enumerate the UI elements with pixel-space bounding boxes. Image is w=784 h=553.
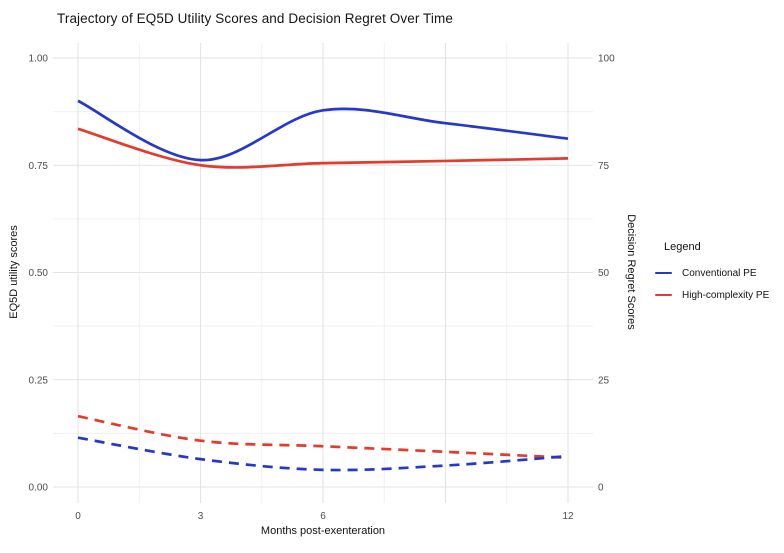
legend-key-line-high-complexity-pe	[655, 293, 672, 297]
y-left-tick-label: 0.00	[29, 483, 49, 494]
y-left-tick-label: 0.50	[29, 268, 49, 279]
y-right-tick-label: 75	[598, 161, 610, 172]
y-left-tick-label: 0.25	[29, 375, 49, 386]
legend-title: Legend	[664, 241, 701, 253]
x-tick-label: 3	[198, 511, 204, 522]
y-axis-title-right: Decision Regret Scores	[625, 214, 637, 330]
y-right-tick-label: 25	[598, 375, 610, 386]
legend-label-high-complexity-pe: High-complexity PE	[682, 289, 770, 301]
x-tick-label: 12	[562, 511, 574, 522]
legend-item-high-complexity-pe: High-complexity PE	[655, 284, 781, 306]
legend-label-conventional-pe: Conventional PE	[682, 267, 757, 279]
y-left-tick-label: 1.00	[29, 54, 49, 65]
legend-item-conventional-pe: Conventional PE	[655, 262, 781, 284]
legend: Legend Conventional PE High-complexity P…	[655, 241, 781, 306]
y-right-tick-label: 50	[598, 268, 610, 279]
y-left-tick-label: 0.75	[29, 161, 49, 172]
x-tick-label: 0	[75, 511, 81, 522]
line-regret-high-complexity-pe	[77, 414, 569, 460]
chart-title: Trajectory of EQ5D Utility Scores and De…	[57, 11, 453, 26]
y-right-tick-label: 0	[598, 483, 604, 494]
y-axis-title-left: EQ5D utility scores	[8, 225, 20, 319]
x-tick-label: 6	[320, 511, 326, 522]
y-right-tick-label: 100	[598, 54, 615, 65]
legend-key-line-conventional-pe	[655, 271, 672, 275]
line-regret-conventional-pe	[77, 436, 569, 472]
line-eq5d-high-complexity-pe	[77, 127, 569, 169]
x-axis-title: Months post-exenteration	[260, 525, 386, 537]
line-eq5d-conventional-pe	[77, 99, 569, 162]
